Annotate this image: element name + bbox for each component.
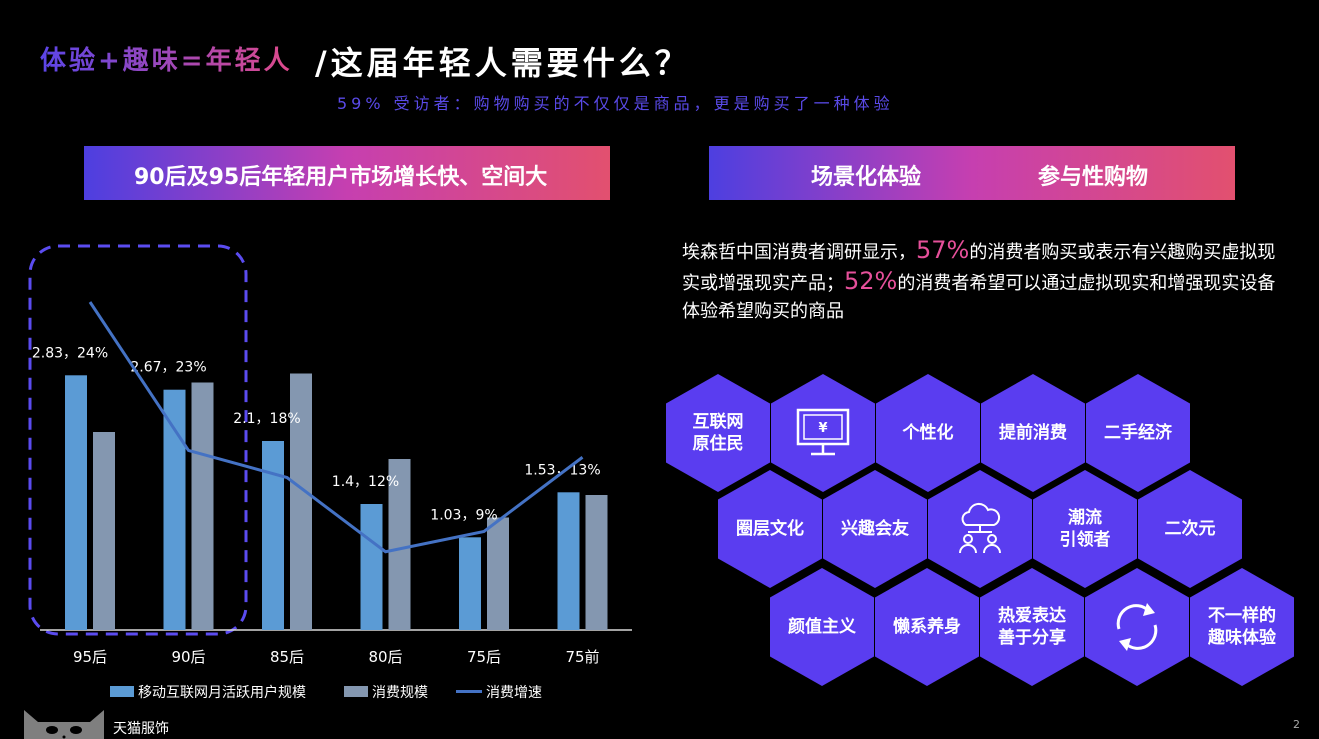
- x-tick-label: 75后: [467, 648, 501, 666]
- data-label: 1.53，13%: [524, 462, 600, 478]
- bar-series-2: [93, 432, 115, 630]
- monitor-yen-icon: ¥: [796, 408, 850, 456]
- title-right: /这届年轻人需要什么？: [315, 44, 691, 82]
- bar-series-1: [557, 492, 580, 630]
- cloud-people-icon: [959, 502, 1001, 554]
- banner-left-label: 90后及95后年轻用户市场增长快、空间大: [134, 165, 548, 190]
- description-highlight-1: 57%: [916, 236, 970, 264]
- hex-interest-friends: 兴趣会友: [823, 470, 927, 588]
- data-label: 1.4，12%: [332, 474, 399, 490]
- x-tick-label: 85后: [270, 648, 304, 666]
- x-tick-label: 95后: [73, 648, 107, 666]
- hex-personalization: 个性化: [876, 374, 980, 492]
- bar-series-1: [65, 375, 87, 630]
- hex-love-sharing: 热爱表达 善于分享: [980, 568, 1084, 686]
- data-label: 1.03，9%: [430, 507, 497, 523]
- bar-series-2: [585, 495, 608, 630]
- bar-series-1: [163, 389, 186, 630]
- hex-circle-culture: 圈层文化: [718, 470, 822, 588]
- banner-right: 场景化体验 参与性购物: [709, 146, 1235, 200]
- bar-line-chart: 95后 2.83，24% 90后 2.67，23% 85后 2.1，18% 80后 1.4，1…: [28, 244, 632, 666]
- x-tick-label: 75前: [565, 648, 599, 666]
- legend-label-series-2: 消费规模: [372, 685, 428, 701]
- description-text-1: 埃森哲中国消费者调研显示，: [682, 242, 916, 263]
- legend-swatch-series-2: [344, 686, 368, 697]
- description-text-3: 的消费者希望可以通过虚拟现实和增强现实设备体验希望购买的商品: [682, 273, 1276, 322]
- line-series-3: [88, 301, 584, 554]
- page-number: 2: [1293, 718, 1300, 731]
- banner-left: 90后及95后年轻用户市场增长快、空间大: [84, 146, 610, 200]
- bar-series-2: [191, 382, 214, 630]
- legend-label-series-1: 移动互联网月活跃用户规模: [138, 685, 306, 701]
- x-tick-label: 90后: [171, 648, 205, 666]
- x-tick-label: 80后: [368, 648, 402, 666]
- hex-monitor: ¥: [771, 374, 875, 492]
- legend-swatch-series-1: [110, 686, 134, 697]
- hex-looks-first: 颜值主义: [770, 568, 874, 686]
- hex-lazy-wellness: 懒系养身: [875, 568, 979, 686]
- recycle-arrows-icon: [1116, 603, 1158, 651]
- description-highlight-2: 52%: [844, 267, 898, 295]
- legend-label-series-3: 消费增速: [486, 685, 542, 701]
- data-label: 2.1，18%: [233, 411, 300, 427]
- data-label: 2.67，23%: [130, 360, 206, 376]
- bar-series-2: [290, 373, 312, 630]
- hex-internet-natives: 互联网 原住民: [666, 374, 770, 492]
- hex-recycle: [1085, 568, 1189, 686]
- bar-series-2: [388, 459, 411, 630]
- description: 埃森哲中国消费者调研显示，57%的消费者购买或表示有兴趣购买虚拟现实或增强现实产…: [682, 236, 1282, 326]
- hex-cloud-people: [928, 470, 1032, 588]
- description-text-2: 的消费者购买或表示有兴趣购买虚拟现实或增强现实产品；: [682, 242, 1276, 294]
- subtitle: 59% 受访者：购物购买的不仅仅是商品，更是购买了一种体验: [337, 94, 894, 113]
- tmall-cat-logo-icon: [24, 710, 104, 739]
- banner-right-label-1: 场景化体验: [811, 165, 922, 190]
- hex-trend-leader: 潮流 引领者: [1033, 470, 1137, 588]
- bar-series-1: [360, 504, 383, 630]
- hex-advance-consumption: 提前消费: [981, 374, 1085, 492]
- bar-series-1: [262, 441, 284, 630]
- svg-text:¥: ¥: [818, 421, 827, 436]
- title-left: 体验+趣味=年轻人: [40, 40, 293, 77]
- bar-series-2: [487, 517, 509, 630]
- data-label: 2.83，24%: [32, 345, 108, 361]
- footer-brand: 天猫服饰: [113, 721, 169, 737]
- hex-second-hand-economy: 二手经济: [1086, 374, 1190, 492]
- legend-swatch-series-3: [456, 690, 482, 693]
- hex-different-fun: 不一样的 趣味体验: [1190, 568, 1294, 686]
- banner-right-label-2: 参与性购物: [1038, 165, 1149, 190]
- hex-acg: 二次元: [1138, 470, 1242, 588]
- bar-series-1: [459, 537, 481, 630]
- highlight-box: [28, 244, 248, 636]
